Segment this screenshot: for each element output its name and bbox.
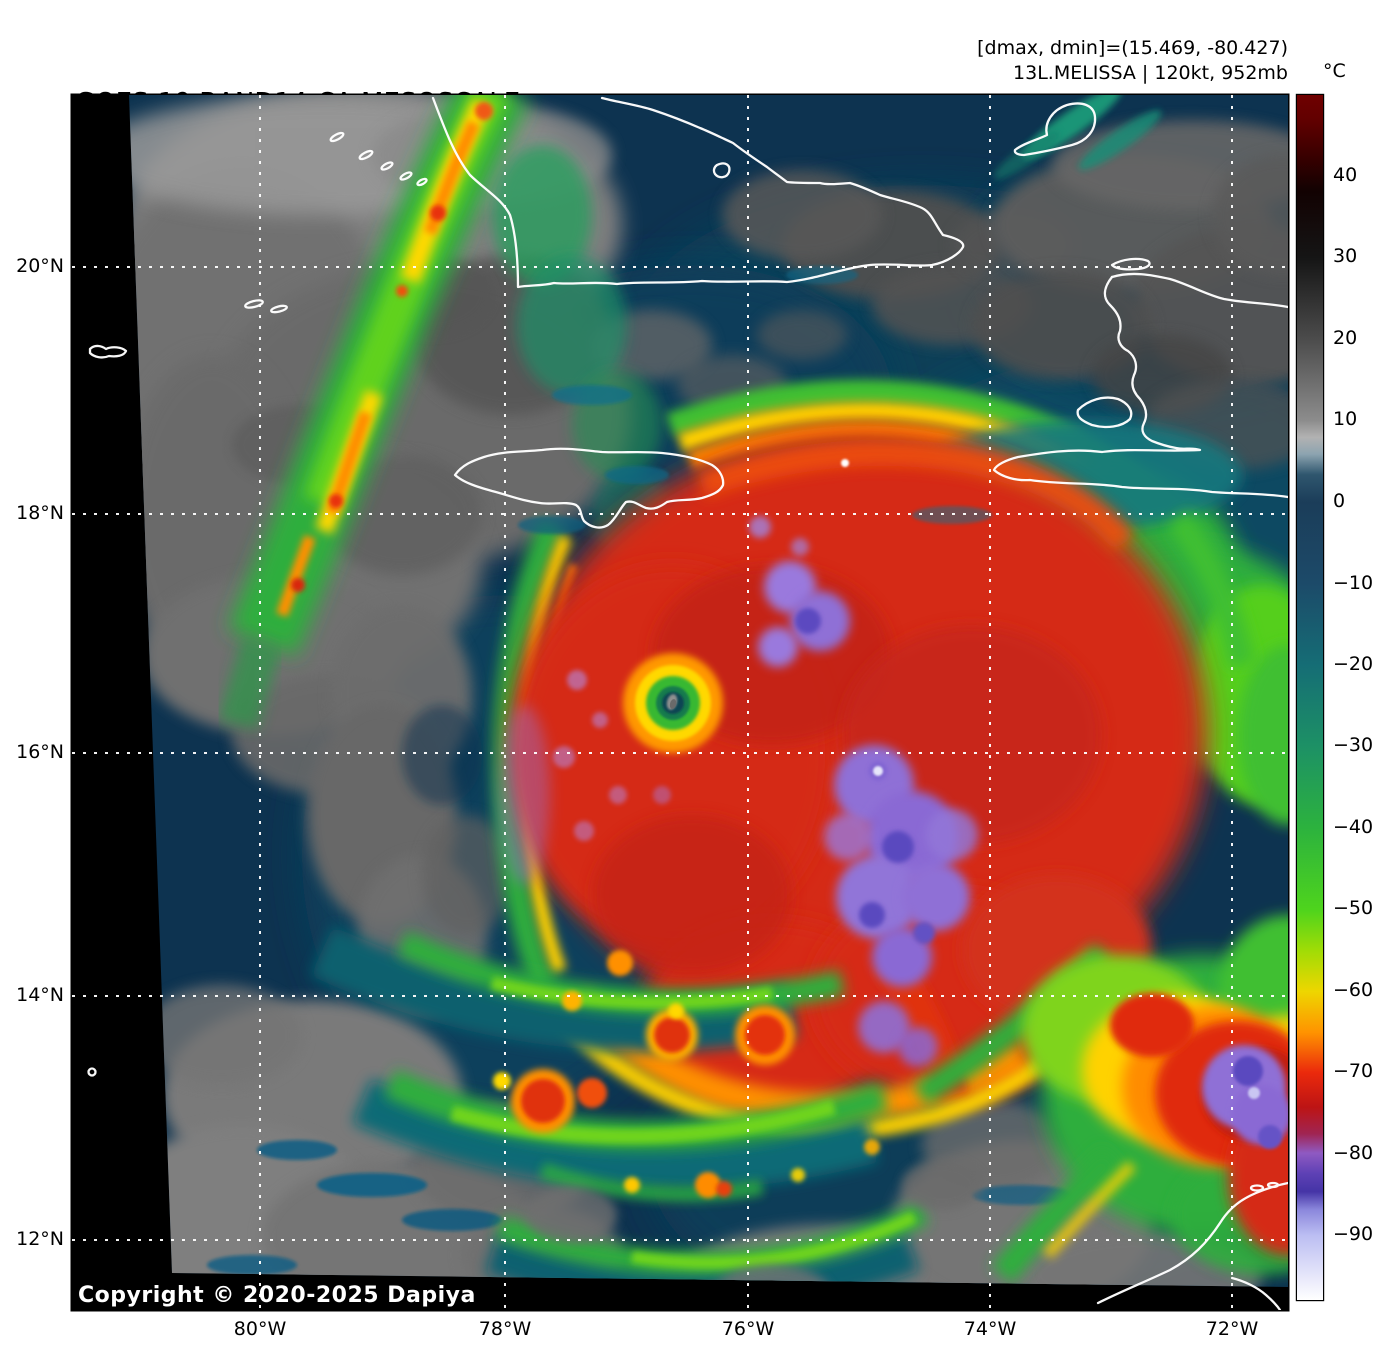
colorbar-tick-label: 30 [1333,245,1358,268]
colorbar-tick-label: −50 [1333,897,1374,920]
colorbar-tick-label: 0 [1333,489,1346,512]
gonave-island [1076,396,1133,429]
satellite-map [72,95,1288,1310]
coastlines [87,96,1288,1310]
lon-tick-label: 80°W [233,1318,287,1340]
lat-tick-label: 18°N [16,502,64,524]
great-inagua-island [1013,102,1097,157]
grand-cayman-island [88,344,128,359]
colorbar-tick-label: 10 [1333,408,1358,431]
lat-tick-label: 14°N [16,984,64,1006]
latlon-gridlines [72,95,1288,1310]
south-america-coast-2 [1230,1276,1282,1310]
cay-4 [399,171,413,181]
storm-info: [dmax, dmin]=(15.469, -80.427) 13L.MELIS… [977,36,1288,86]
tortuga-island [1110,257,1151,271]
haiti-west-coast [992,275,1288,499]
small-island-marker [87,1067,97,1077]
copyright-watermark: Copyright © 2020-2025 Dapiya [78,1283,476,1308]
colorbar-tick-label: −70 [1333,1060,1374,1083]
offshore-island-1 [1249,1184,1265,1192]
temperature-colorbar [1297,95,1323,1300]
dmax-dmin-readout: [dmax, dmin]=(15.469, -80.427) [977,37,1288,59]
cay-1 [329,131,345,143]
hurricane-eye [623,653,723,753]
colorbar-tick-label: 40 [1333,163,1358,186]
cay-2 [358,149,374,161]
cuba-coastline [431,96,965,289]
south-america-coast [1096,1181,1288,1305]
little-cayman [270,304,288,314]
lat-tick-label: 16°N [16,741,64,763]
lon-tick-label: 74°W [963,1318,1017,1340]
colorbar-tick-label: −10 [1333,571,1374,594]
colorbar-tick-label: −30 [1333,734,1374,757]
colorbar-tick-label: 20 [1333,327,1358,349]
lat-tick-label: 12°N [16,1228,64,1250]
colorbar-tick-label: −90 [1333,1223,1374,1246]
offshore-island-2 [1266,1181,1280,1189]
lon-tick-label: 78°W [478,1318,532,1340]
ir-imagery [129,95,1288,1287]
satellite-scene [72,95,1288,1310]
guantanamo-bay [712,162,731,179]
colorbar-unit-label: °C [1323,60,1346,82]
lon-tick-label: 76°W [721,1318,775,1340]
storm-status-line: 13L.MELISSA | 120kt, 952mb [1013,62,1288,84]
jamaica-coastline [453,447,725,529]
hispaniola-north-coast [1110,272,1288,309]
colorbar-tick-label: −80 [1333,1141,1374,1164]
cayman-brac [244,299,264,309]
lat-tick-label: 20°N [16,255,64,277]
lon-tick-label: 72°W [1205,1318,1259,1340]
colorbar-tick-label: −40 [1333,816,1374,838]
colorbar-tick-label: −20 [1333,652,1374,675]
cay-3 [380,161,394,171]
cay-5 [416,177,428,187]
colorbar-tick-label: −60 [1333,978,1374,1001]
